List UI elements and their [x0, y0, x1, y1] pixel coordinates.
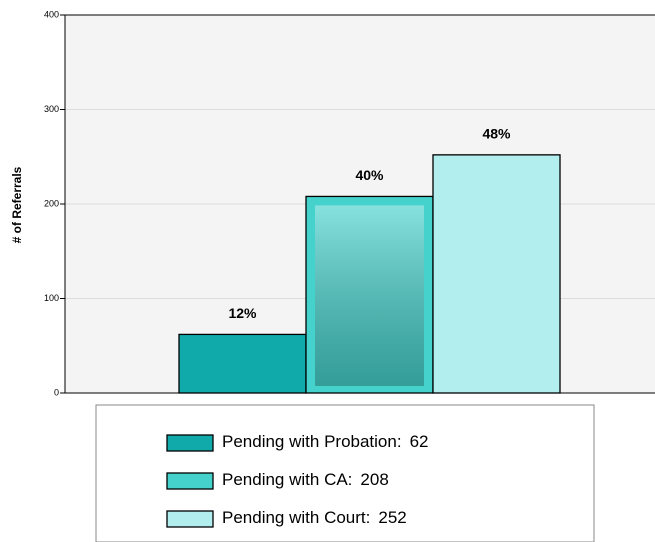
y-tick-label: 100	[44, 293, 59, 303]
legend-name: Pending with Court:	[222, 508, 370, 527]
data-label: 12%	[228, 305, 257, 321]
legend-value: 252	[378, 508, 406, 527]
y-tick-label: 400	[44, 9, 59, 19]
legend-swatch	[166, 510, 214, 528]
legend-name: Pending with Probation:	[222, 432, 402, 451]
legend-swatch	[166, 434, 214, 452]
legend-value: 62	[410, 432, 429, 451]
bar	[178, 333, 307, 394]
bar	[432, 154, 561, 394]
legend-label: Pending with Court: 252	[222, 508, 407, 527]
y-tick-label: 200	[44, 198, 59, 208]
y-axis-label: # of Referrals	[10, 166, 24, 243]
legend-label: Pending with CA: 208	[222, 470, 389, 489]
legend-swatch	[166, 472, 214, 490]
legend-label: Pending with Probation: 62	[222, 432, 428, 451]
bar-highlight	[315, 205, 424, 386]
y-tick-label: 0	[54, 387, 59, 397]
legend-value: 208	[360, 470, 388, 489]
y-tick-label: 300	[44, 104, 59, 114]
data-label: 48%	[482, 126, 511, 142]
data-label: 40%	[355, 167, 384, 183]
legend-name: Pending with CA:	[222, 470, 352, 489]
